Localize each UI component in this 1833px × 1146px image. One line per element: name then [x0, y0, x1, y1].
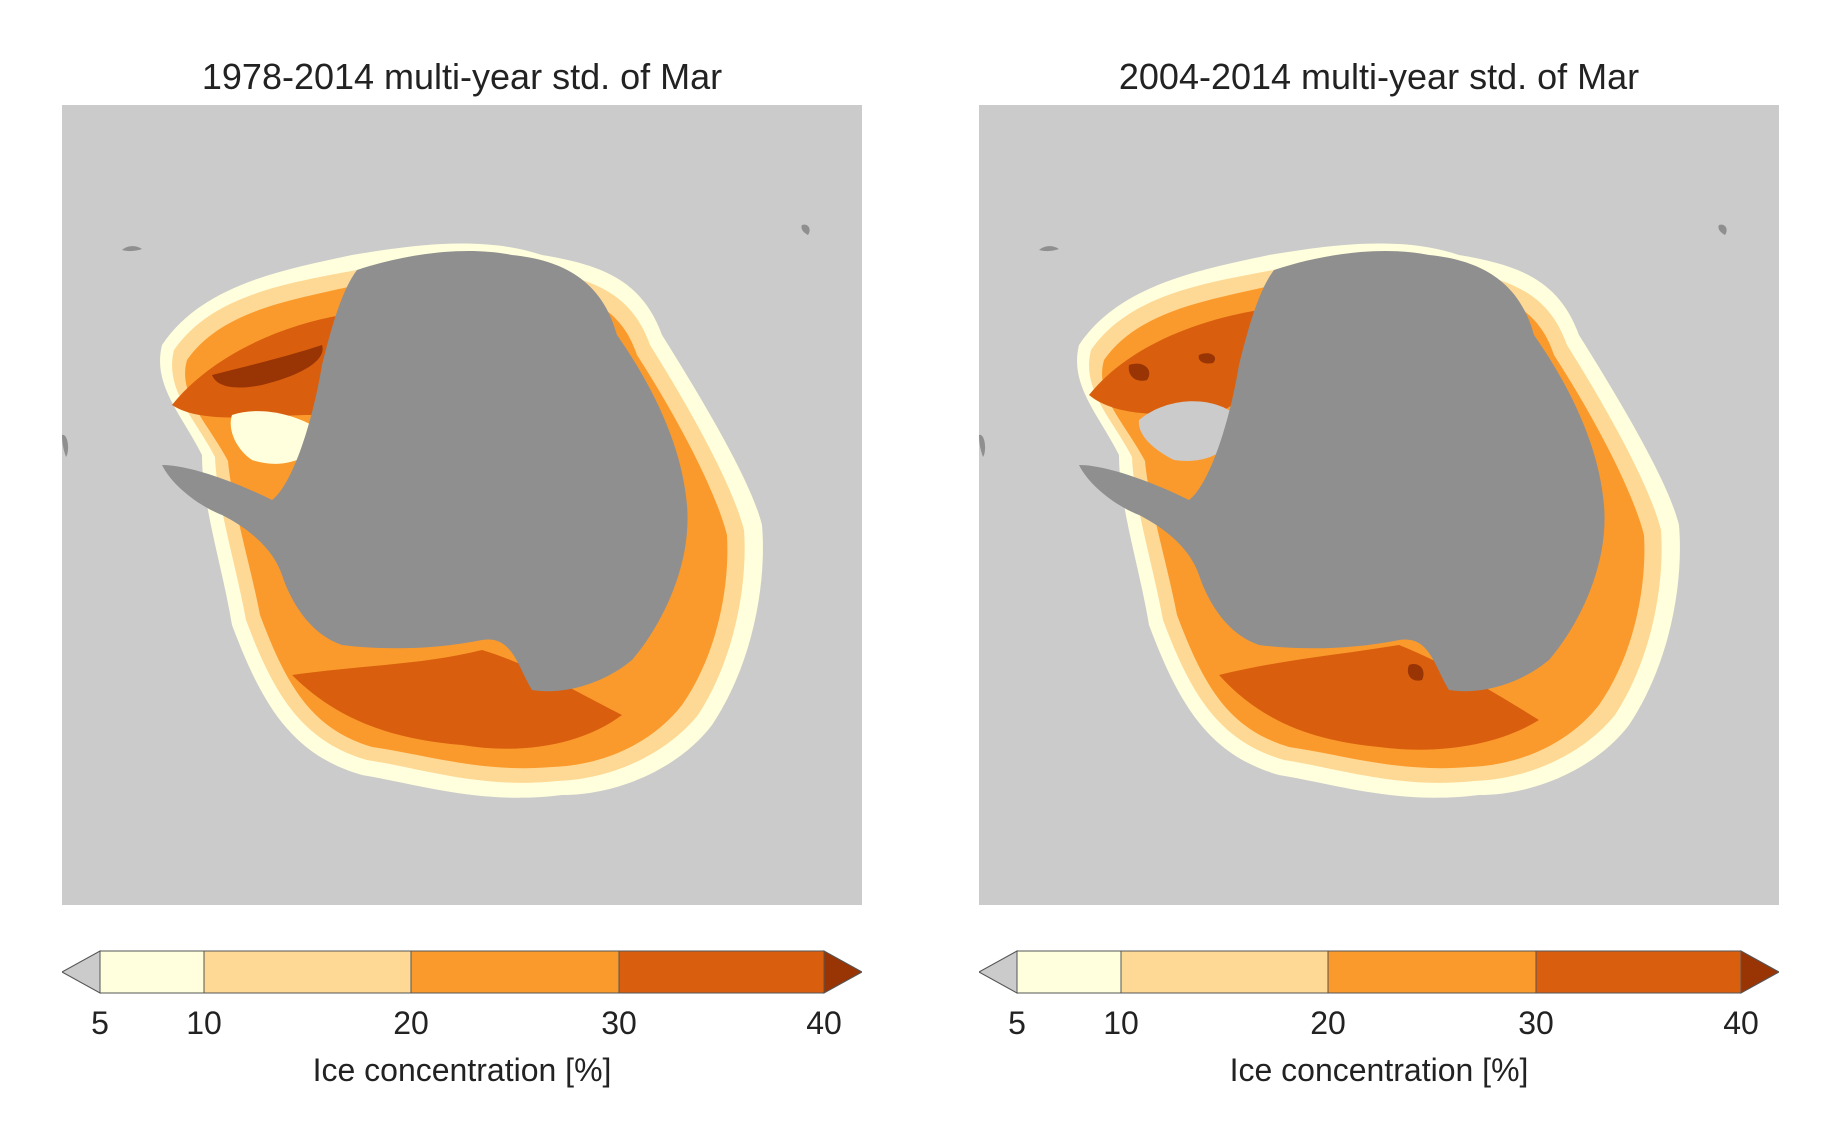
- ice-band-above-40: [1198, 353, 1216, 364]
- antarctica-land: [1079, 250, 1605, 692]
- colorbar-tick: 10: [1103, 1005, 1139, 1041]
- colorbar: [977, 950, 1781, 994]
- colorbar: [60, 950, 864, 994]
- colorbar-bin-5-10: [99, 950, 205, 994]
- colorbar-bin-20-30: [1327, 950, 1537, 994]
- colorbar-svg: [60, 950, 864, 994]
- colorbar-bin-5-10: [1016, 950, 1122, 994]
- colorbar-tick: 5: [1008, 1005, 1026, 1041]
- colorbar-tick: 40: [806, 1005, 842, 1041]
- colorbar-tick: 30: [1518, 1005, 1554, 1041]
- sea-ice-std-map: [62, 105, 862, 905]
- island-east: [801, 224, 810, 235]
- colorbar-label: Ice concentration [%]: [312, 1052, 612, 1088]
- colorbar-tick: 5: [91, 1005, 109, 1041]
- map-panel-2004-2014: 2004-2014 multi-year std. of Mar: [977, 0, 1799, 1146]
- polar-map: [62, 105, 862, 905]
- panel-title: 2004-2014 multi-year std. of Mar: [1118, 56, 1640, 97]
- antarctica-land: [162, 250, 688, 692]
- island-far-west: [62, 434, 69, 457]
- colorbar-bin-20-30: [410, 950, 620, 994]
- colorbar-bin-30-40: [618, 950, 825, 994]
- colorbar-tick: 30: [601, 1005, 637, 1041]
- ice-band-30-40: [1089, 310, 1265, 415]
- island-far-west: [979, 434, 986, 457]
- weddell-no-ice: [1138, 401, 1241, 461]
- colorbar-bin-10-20: [203, 950, 412, 994]
- island-west: [1039, 246, 1059, 252]
- colorbar-extend-above: [823, 950, 864, 994]
- colorbar-svg: [977, 950, 1781, 994]
- colorbar-tick: 20: [1310, 1005, 1346, 1041]
- ice-band-above-40: [1128, 363, 1150, 381]
- polar-map: [979, 105, 1779, 905]
- colorbar-bin-10-20: [1120, 950, 1329, 994]
- ice-band-above-40: [212, 345, 323, 388]
- colorbar-bin-30-40: [1535, 950, 1742, 994]
- colorbar-tick: 20: [393, 1005, 429, 1041]
- colorbar-label: Ice concentration [%]: [1229, 1052, 1529, 1088]
- sea-ice-std-map: [979, 105, 1779, 905]
- colorbar-extend-below: [60, 950, 101, 994]
- map-panel-1978-2014: 1978-2014 multi-year std. of Mar: [60, 0, 882, 1146]
- panel-title: 1978-2014 multi-year std. of Mar: [201, 56, 723, 97]
- ice-band-above-40: [1407, 664, 1424, 681]
- colorbar-extend-above: [1740, 950, 1781, 994]
- ice-band-30-40-ross: [1219, 645, 1539, 750]
- colorbar-tick: 10: [186, 1005, 222, 1041]
- island-west: [122, 246, 142, 252]
- colorbar-tick: 40: [1723, 1005, 1759, 1041]
- colorbar-extend-below: [977, 950, 1018, 994]
- island-east: [1718, 224, 1727, 235]
